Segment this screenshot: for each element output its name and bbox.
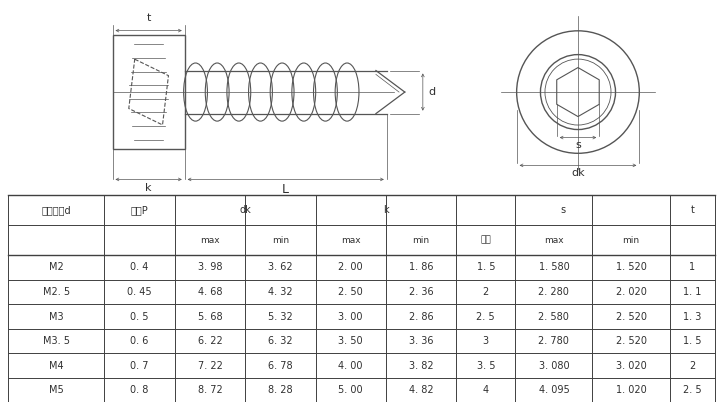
Text: 2. 280: 2. 280 (539, 287, 569, 297)
Text: min: min (413, 236, 429, 245)
Text: 4. 32: 4. 32 (268, 287, 293, 297)
Text: 2. 00: 2. 00 (338, 262, 363, 272)
Text: 2: 2 (483, 287, 489, 297)
Text: 2. 020: 2. 020 (616, 287, 646, 297)
Text: 公称: 公称 (480, 236, 491, 245)
Text: 7. 22: 7. 22 (197, 361, 223, 370)
Text: 3. 00: 3. 00 (338, 312, 363, 322)
Text: 0. 4: 0. 4 (130, 262, 149, 272)
Text: k: k (383, 206, 389, 216)
Text: 0. 5: 0. 5 (130, 312, 149, 322)
Text: 3. 50: 3. 50 (338, 336, 363, 346)
Text: 4. 82: 4. 82 (408, 385, 433, 395)
Text: 0. 7: 0. 7 (130, 361, 149, 370)
Text: 1. 3: 1. 3 (683, 312, 701, 322)
Text: 3. 62: 3. 62 (268, 262, 293, 272)
Text: 1. 1: 1. 1 (683, 287, 701, 297)
Text: M2. 5: M2. 5 (43, 287, 69, 297)
Text: 2. 5: 2. 5 (683, 385, 702, 395)
Text: 8. 28: 8. 28 (268, 385, 293, 395)
Text: 1: 1 (689, 262, 696, 272)
Text: M3. 5: M3. 5 (43, 336, 69, 346)
Text: 2. 520: 2. 520 (615, 312, 646, 322)
Text: 2. 36: 2. 36 (408, 287, 433, 297)
Text: L: L (282, 183, 289, 195)
Text: 1. 580: 1. 580 (539, 262, 569, 272)
Text: 6. 78: 6. 78 (268, 361, 293, 370)
Text: 3. 82: 3. 82 (408, 361, 433, 370)
Text: 6. 22: 6. 22 (197, 336, 223, 346)
Text: 5. 00: 5. 00 (338, 385, 363, 395)
Text: t: t (690, 206, 694, 216)
Text: 3. 020: 3. 020 (616, 361, 646, 370)
Text: 8. 72: 8. 72 (197, 385, 223, 395)
Text: 1. 5: 1. 5 (476, 262, 495, 272)
Text: max: max (341, 236, 361, 245)
Text: 1. 520: 1. 520 (616, 262, 646, 272)
Text: 1. 86: 1. 86 (408, 262, 433, 272)
Text: t: t (147, 13, 151, 23)
Text: min: min (623, 236, 640, 245)
Text: M4: M4 (49, 361, 64, 370)
Text: 2: 2 (689, 361, 696, 370)
Text: 6. 32: 6. 32 (268, 336, 293, 346)
Text: 3: 3 (483, 336, 489, 346)
Text: s: s (560, 206, 565, 216)
Text: 2. 50: 2. 50 (338, 287, 363, 297)
Text: s: s (575, 140, 581, 150)
Text: max: max (200, 236, 220, 245)
Text: k: k (145, 183, 152, 193)
Text: 3. 080: 3. 080 (539, 361, 569, 370)
Text: 4: 4 (483, 385, 489, 395)
Text: 公称直径d: 公称直径d (41, 206, 71, 216)
Text: 4. 00: 4. 00 (338, 361, 363, 370)
Text: 3. 98: 3. 98 (197, 262, 222, 272)
Text: 2. 580: 2. 580 (539, 312, 569, 322)
Text: d: d (429, 87, 436, 97)
Text: max: max (544, 236, 564, 245)
Text: 3. 5: 3. 5 (476, 361, 495, 370)
Text: 2. 5: 2. 5 (476, 312, 495, 322)
Text: 0. 8: 0. 8 (130, 385, 149, 395)
Text: dk: dk (239, 206, 251, 216)
Text: M3: M3 (49, 312, 64, 322)
Text: 2. 520: 2. 520 (615, 336, 646, 346)
Text: M2: M2 (48, 262, 64, 272)
Text: 1. 020: 1. 020 (616, 385, 646, 395)
Text: 1. 5: 1. 5 (683, 336, 701, 346)
Text: 4. 68: 4. 68 (197, 287, 222, 297)
Text: min: min (272, 236, 289, 245)
Text: dk: dk (571, 168, 585, 178)
Text: 0. 6: 0. 6 (130, 336, 149, 346)
Bar (113, 35, 184, 149)
Text: 2. 780: 2. 780 (539, 336, 569, 346)
Text: 0. 45: 0. 45 (127, 287, 152, 297)
Text: 螺距P: 螺距P (131, 206, 148, 216)
Text: 5. 32: 5. 32 (268, 312, 293, 322)
Text: M5: M5 (48, 385, 64, 395)
Text: 5. 68: 5. 68 (197, 312, 222, 322)
Text: 2. 86: 2. 86 (408, 312, 433, 322)
Text: 3. 36: 3. 36 (408, 336, 433, 346)
Text: 4. 095: 4. 095 (539, 385, 569, 395)
